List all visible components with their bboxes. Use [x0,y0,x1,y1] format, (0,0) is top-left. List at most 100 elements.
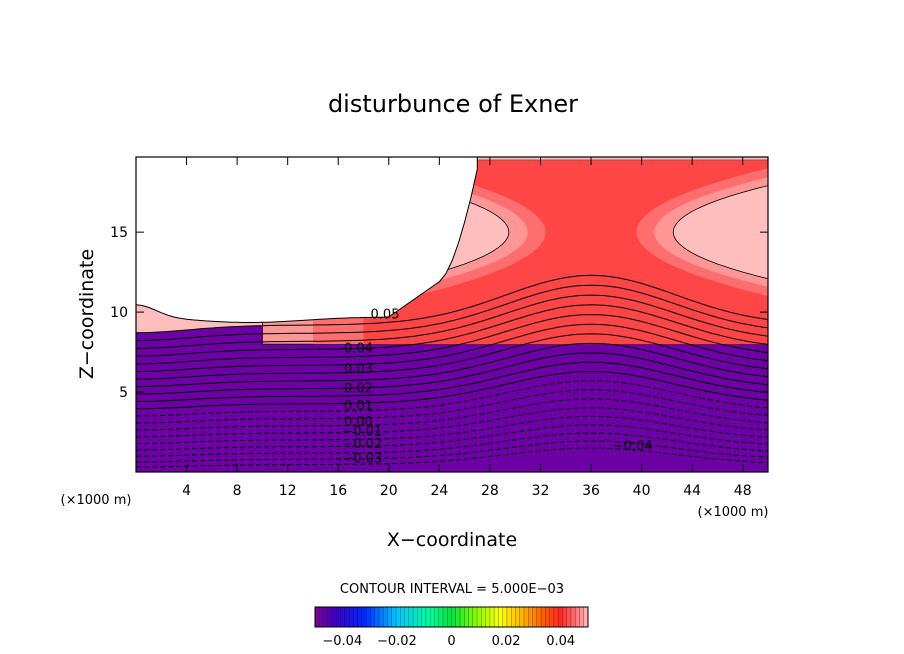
colorbar-swatch [549,607,555,627]
chart-title: disturbunce of Exner [328,90,578,118]
y-tick-label: 10 [110,305,128,321]
colorbar-swatch [370,607,376,627]
colorbar-swatch [519,607,525,627]
x-tick-label: 40 [633,483,651,499]
colorbar-swatch [532,607,538,627]
colorbar-swatch [349,607,354,627]
contour-line [136,424,768,451]
contour-line [136,284,768,342]
y-axis-label: Z−coordinate [76,249,98,379]
colorbar-swatch [319,607,324,627]
contour-label: 0.03 [344,362,373,377]
contour-label: −0.01 [342,424,382,439]
contour-label: 0.05 [371,308,400,323]
colorbar-swatch [425,607,431,627]
contour-line [136,398,768,431]
colorbar-swatch [400,607,405,627]
colorbar-swatch [336,607,341,627]
x-tick-label: 36 [582,483,600,499]
upper-maximum-region [136,157,768,345]
colorbar-swatch [387,607,393,627]
colorbar-swatch [506,607,512,627]
colorbar-swatch [357,607,363,627]
y-tick-label: 15 [110,225,128,241]
colorbar-swatch [566,607,572,627]
contour-label: −0.03 [342,452,382,467]
contour-line [136,370,768,410]
contour-label: −0.02 [342,437,382,452]
colorbar-swatch [421,607,427,627]
contour-label: −0.04 [613,439,653,454]
colorbar-swatch [545,607,551,627]
colorbar-swatch [553,607,559,627]
colorbar-swatch [464,607,469,627]
colorbar-swatch [408,607,414,627]
colorbar-swatch [442,607,448,627]
colorbar-swatch [536,607,542,627]
y-tick-label: 5 [119,385,128,401]
colorbar-tick-label: −0.02 [377,634,417,649]
colorbar-swatch [332,607,337,627]
contour-label: 0.01 [344,399,373,414]
contour-interval-text: CONTOUR INTERVAL = 5.000E−03 [340,582,564,597]
colorbar-swatch [472,607,478,627]
contour-line [136,407,768,438]
x-tick-label: 20 [380,483,398,499]
contour-line [136,294,768,349]
x-tick-label: 44 [683,483,701,499]
colorbar-swatch [468,607,474,627]
colorbar-swatch [494,607,499,627]
colorbar-swatch [575,607,580,627]
contour-line [136,361,768,402]
colorbar-swatch [485,607,491,627]
colorbar-frame [314,606,589,628]
x-tick-label: 4 [182,483,191,499]
contour-label: 0.02 [344,381,373,396]
contour-line [136,352,768,395]
colorbar-swatch [353,607,359,627]
colorbar-tick-label: 0 [447,634,455,649]
colorbar-swatch [361,607,367,627]
colorbar-swatch [583,607,589,627]
x-tick-label: 12 [279,483,297,499]
colorbar-swatch [327,607,333,627]
colorbar-swatch [524,607,529,627]
hourglass-band [363,160,768,345]
colorbar-swatch [477,607,482,627]
colorbar [315,607,589,627]
contour-line [136,440,768,463]
contour-line [136,274,768,334]
x-axis-label: X−coordinate [387,529,517,551]
contour-line [136,342,768,388]
colorbar-swatch [579,607,585,627]
colorbar-swatch [498,607,504,627]
contour-line [136,314,768,365]
x-axis-ticks: 4 8 12 16 20 24 28 32 36 40 44 48 [182,157,752,499]
contour-label: 0.00 [344,415,373,430]
x-tick-label: 24 [430,483,448,499]
colorbar-swatch [430,607,435,627]
colorbar-swatch [455,607,461,627]
colorbar-swatch [366,607,371,627]
filled-contour-bands [136,157,768,472]
contour-line [136,447,768,468]
contour-lines [136,274,768,468]
contour-line [136,333,768,380]
x-tick-label: 8 [233,483,242,499]
colorbar-swatch [413,607,418,627]
colorbar-swatch [515,607,521,627]
colorbar-swatch [340,607,346,627]
colorbar-swatch [378,607,384,627]
contour-line [136,380,768,417]
colorbar-tick-label: 0.04 [546,634,575,649]
colorbar-swatch [396,607,401,627]
colorbar-swatch [391,607,397,627]
x-tick-label: 28 [481,483,499,499]
x-unit-right: (×1000 m) [698,505,769,520]
colorbar-swatch [344,607,350,627]
white-region [136,157,478,323]
x-tick-label: 32 [532,483,550,499]
colorbar-swatch [502,607,508,627]
colorbar-swatch [315,607,320,627]
